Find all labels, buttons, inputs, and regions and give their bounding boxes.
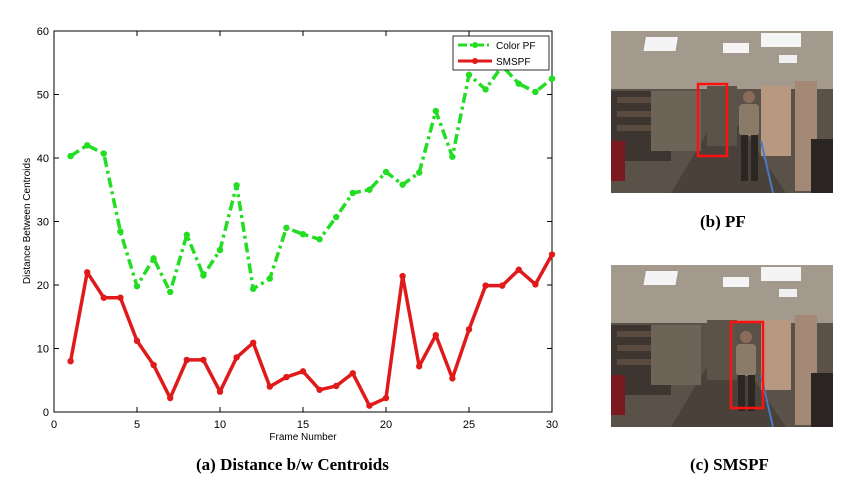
- line-chart: 0 5 10 15 20 25 30 0 10 20 30 40 50 60 Frame Number D…: [22, 26, 558, 443]
- photo-pf-scene: [611, 31, 833, 193]
- y-tick-label: 0: [43, 407, 49, 419]
- data-point-smspf: [399, 272, 406, 280]
- legend-marker-color-pf: [472, 42, 478, 48]
- data-point-smspf: [216, 388, 224, 395]
- tracking-box-smspf: [729, 320, 765, 410]
- data-point-smspf: [432, 331, 439, 339]
- data-point-smspf: [548, 251, 556, 258]
- data-point-smspf: [250, 339, 257, 346]
- data-point-smspf: [416, 363, 423, 370]
- legend-label-color-pf: Color PF: [496, 41, 535, 52]
- data-point-smspf: [84, 269, 91, 276]
- caption-b: (b) PF: [700, 212, 746, 231]
- data-point-color-pf: [84, 142, 91, 149]
- data-point-color-pf: [548, 75, 556, 82]
- data-point-smspf: [449, 375, 456, 382]
- x-tick-label: 5: [134, 419, 140, 431]
- x-tick-label: 15: [297, 419, 309, 431]
- tracking-box-pf: [696, 82, 729, 158]
- data-point-smspf: [465, 326, 473, 333]
- photo-pf: [611, 31, 833, 193]
- data-point-smspf: [117, 294, 124, 301]
- data-point-color-pf: [532, 88, 539, 96]
- data-point-smspf: [283, 373, 290, 381]
- data-point-color-pf: [299, 231, 307, 238]
- plot-area: [53, 30, 553, 413]
- y-tick-label: 50: [37, 90, 49, 102]
- data-point-color-pf: [449, 153, 456, 160]
- data-point-color-pf: [333, 213, 340, 221]
- y-tick-label: 10: [37, 344, 49, 356]
- data-point-color-pf: [266, 275, 273, 282]
- x-tick-label: 0: [51, 419, 57, 431]
- x-tick-label: 10: [214, 419, 226, 431]
- legend-box: [452, 35, 550, 71]
- data-point-smspf: [532, 281, 539, 288]
- data-point-color-pf: [349, 189, 356, 197]
- data-point-smspf: [515, 266, 522, 273]
- data-point-smspf: [183, 356, 190, 364]
- data-point-smspf: [133, 337, 141, 345]
- legend-label-smspf: SMSPF: [496, 57, 530, 68]
- x-tick-label: 25: [463, 419, 475, 431]
- x-axis-label: Frame Number: [269, 432, 337, 443]
- data-point-color-pf: [100, 150, 108, 157]
- data-point-color-pf: [465, 71, 473, 79]
- data-point-smspf: [299, 368, 307, 375]
- data-point-smspf: [266, 383, 273, 390]
- data-point-color-pf: [150, 255, 157, 262]
- data-point-smspf: [167, 394, 174, 402]
- data-point-color-pf: [200, 272, 207, 279]
- data-point-smspf: [349, 370, 356, 377]
- photo-smspf-scene: [611, 265, 833, 427]
- data-point-color-pf: [233, 182, 240, 189]
- data-point-color-pf: [250, 285, 257, 293]
- x-tick-label: 30: [546, 419, 558, 431]
- data-point-color-pf: [416, 169, 423, 176]
- data-point-color-pf: [167, 288, 174, 296]
- data-point-color-pf: [133, 283, 141, 290]
- data-point-smspf: [333, 382, 340, 390]
- data-point-color-pf: [117, 228, 124, 235]
- data-point-color-pf: [183, 231, 190, 239]
- y-axis-label: Distance Between Centroids: [22, 158, 33, 284]
- data-point-smspf: [366, 402, 373, 409]
- y-tick-label: 40: [37, 153, 49, 165]
- caption-a: (a) Distance b/w Centroids: [196, 455, 389, 474]
- legend: Color PF SMSPF: [452, 35, 550, 71]
- data-point-color-pf: [482, 86, 489, 93]
- data-point-color-pf: [283, 224, 290, 232]
- series-line-smspf: [68, 253, 554, 408]
- data-point-color-pf: [366, 186, 373, 193]
- y-tick-label: 30: [37, 217, 49, 229]
- x-tick-label: 20: [380, 419, 392, 431]
- y-tick-label: 20: [37, 280, 49, 292]
- data-point-color-pf: [67, 152, 74, 160]
- data-point-smspf: [316, 386, 323, 393]
- caption-c: (c) SMSPF: [690, 455, 769, 474]
- data-point-color-pf: [382, 168, 390, 176]
- data-point-smspf: [382, 394, 390, 402]
- legend-marker-smspf: [472, 58, 478, 64]
- photo-smspf: [611, 265, 833, 427]
- data-point-smspf: [482, 282, 489, 289]
- data-point-color-pf: [216, 246, 224, 254]
- data-point-color-pf: [515, 80, 522, 87]
- data-point-smspf: [150, 361, 157, 369]
- data-point-smspf: [200, 356, 207, 364]
- data-point-color-pf: [399, 181, 406, 188]
- data-point-smspf: [499, 282, 506, 289]
- data-point-smspf: [100, 294, 108, 301]
- data-point-color-pf: [432, 107, 439, 115]
- data-point-color-pf: [316, 236, 323, 243]
- data-point-smspf: [67, 358, 74, 365]
- y-tick-label: 60: [37, 26, 49, 38]
- data-point-smspf: [233, 354, 240, 361]
